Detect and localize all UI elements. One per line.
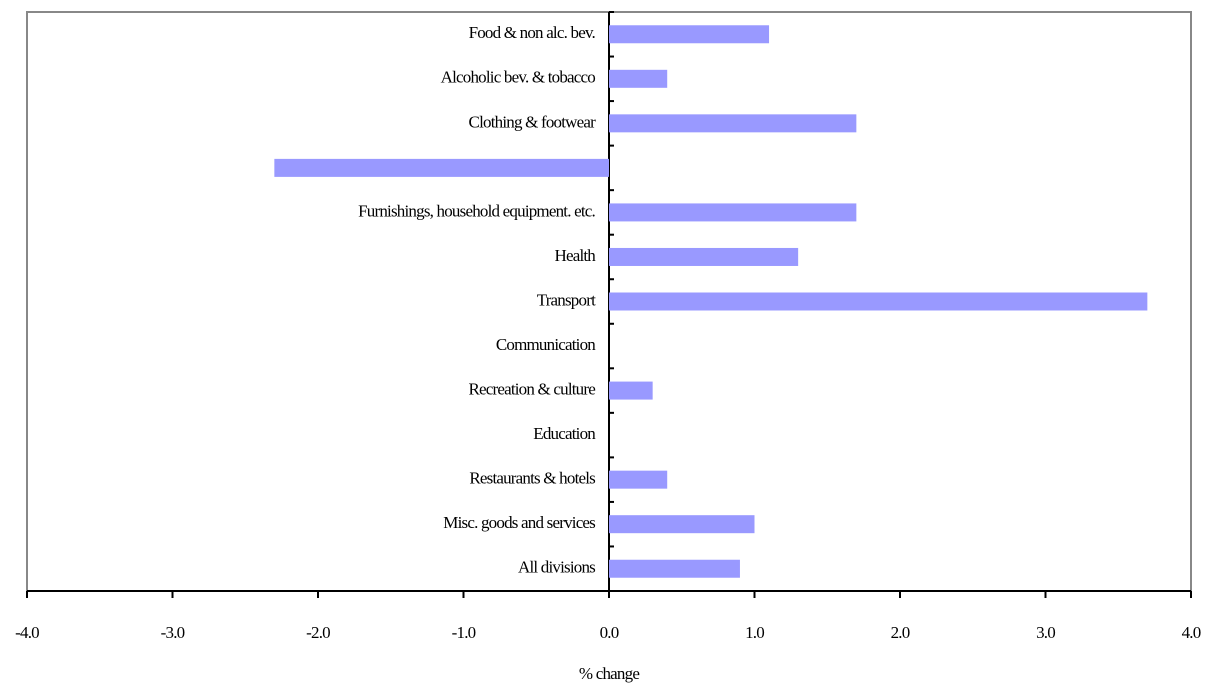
y-tick-label: Communication xyxy=(496,335,596,354)
x-tick-label: -3.0 xyxy=(161,623,185,642)
x-axis-title: % change xyxy=(579,664,639,683)
bar xyxy=(609,247,799,266)
y-tick-label: Furnishings, household equipment. etc. xyxy=(358,201,595,220)
x-tick-label: -1.0 xyxy=(452,623,476,642)
bar xyxy=(609,292,1148,311)
bar xyxy=(609,114,857,133)
y-tick-label: Recreation & culture xyxy=(468,379,595,398)
x-tick-label: 4.0 xyxy=(1182,623,1201,642)
y-tick-label: Restaurants & hotels xyxy=(469,469,595,488)
y-tick-label: Health xyxy=(554,246,596,265)
x-tick-label: 3.0 xyxy=(1036,623,1055,642)
x-tick-label: 0.0 xyxy=(600,623,619,642)
y-tick-label: Education xyxy=(533,424,596,443)
y-tick-label: All divisions xyxy=(518,558,595,577)
bar xyxy=(609,515,755,534)
x-tick-label: 2.0 xyxy=(891,623,910,642)
y-tick-label: Food & non alc. bev. xyxy=(469,23,596,42)
y-tick-label: Transport xyxy=(537,290,596,309)
bar xyxy=(609,69,668,88)
bar xyxy=(609,559,740,578)
bar xyxy=(609,381,653,400)
y-tick-label: Misc. goods and services xyxy=(443,513,595,532)
x-tick-label: 1.0 xyxy=(745,623,764,642)
bar xyxy=(609,470,668,489)
y-tick-label: Clothing & footwear xyxy=(469,112,597,131)
x-tick-label: -2.0 xyxy=(306,623,330,642)
bar xyxy=(609,25,770,44)
x-tick-label: -4.0 xyxy=(15,623,39,642)
y-tick-label: Alcoholic bev. & tobacco xyxy=(441,68,596,87)
bar xyxy=(609,203,857,222)
bar xyxy=(274,158,609,177)
